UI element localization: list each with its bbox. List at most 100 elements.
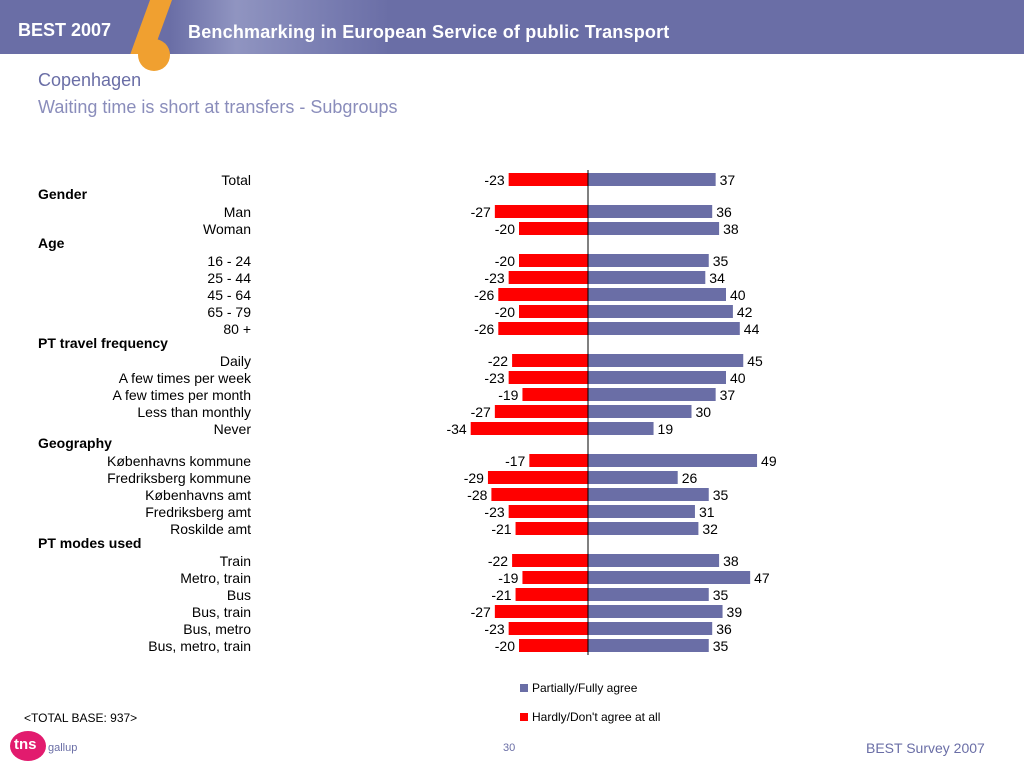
data-label-negative-16-24: -20 xyxy=(495,253,515,269)
data-label-negative-total: -23 xyxy=(484,172,504,188)
category-label-man: Man xyxy=(223,204,251,220)
category-label-a-few-times-per-week: A few times per week xyxy=(118,370,251,386)
category-label-bus-train: Bus, train xyxy=(191,604,251,620)
group-label-geography: Geography xyxy=(38,435,112,451)
page-number: 30 xyxy=(503,742,516,754)
data-label-negative-man: -27 xyxy=(471,204,491,220)
data-label-negative-fredriksberg-kommune: -29 xyxy=(464,470,484,486)
data-label-negative-fredriksberg-amt: -23 xyxy=(484,504,504,520)
legend-swatch-negative xyxy=(520,712,528,721)
category-label-45-64: 45 - 64 xyxy=(207,287,251,303)
data-label-positive-a-few-times-per-week: 40 xyxy=(730,370,746,386)
bar-positive-80 xyxy=(588,322,740,335)
bar-negative-never xyxy=(470,422,588,435)
bar-positive-25-44 xyxy=(588,271,706,284)
group-label-gender: Gender xyxy=(38,186,88,202)
bar-positive-less-than-monthly xyxy=(588,405,692,418)
bar-positive-daily xyxy=(588,354,744,367)
bar-negative-bus xyxy=(515,588,588,601)
header-banner: BEST 2007 Benchmarking in European Servi… xyxy=(0,0,1024,71)
bar-positive-bus-metro-train xyxy=(588,639,709,652)
category-label-16-24: 16 - 24 xyxy=(207,253,251,269)
group-label-pt-modes-used: PT modes used xyxy=(38,535,142,551)
bar-negative-65-79 xyxy=(519,305,588,318)
data-label-positive-a-few-times-per-month: 37 xyxy=(720,387,736,403)
category-label-bus-metro-train: Bus, metro, train xyxy=(148,638,251,654)
data-label-negative-k-benhavns-kommune: -17 xyxy=(505,453,525,469)
category-label-fredriksberg-amt: Fredriksberg amt xyxy=(145,504,251,520)
bar-negative-a-few-times-per-month xyxy=(522,388,588,401)
bar-negative-a-few-times-per-week xyxy=(508,371,588,384)
data-label-negative-a-few-times-per-month: -19 xyxy=(498,387,518,403)
bar-positive-man xyxy=(588,205,713,218)
data-label-positive-bus: 35 xyxy=(713,587,729,603)
bar-positive-metro-train xyxy=(588,571,751,584)
data-label-positive-25-44: 34 xyxy=(709,270,725,286)
data-label-negative-80: -26 xyxy=(474,321,494,337)
header-title: Benchmarking in European Service of publ… xyxy=(188,22,670,42)
bar-negative-roskilde-amt xyxy=(515,522,588,535)
bar-positive-a-few-times-per-week xyxy=(588,371,726,384)
data-label-negative-bus-metro: -23 xyxy=(484,621,504,637)
bar-positive-bus-metro xyxy=(588,622,713,635)
legend-item-negative: Hardly/Don't agree at all xyxy=(520,710,660,724)
data-label-positive-less-than-monthly: 30 xyxy=(696,404,712,420)
bar-positive-45-64 xyxy=(588,288,726,301)
category-label-bus-metro: Bus, metro xyxy=(183,621,251,637)
bar-positive-bus-train xyxy=(588,605,723,618)
footer-survey-label: BEST Survey 2007 xyxy=(866,740,985,756)
legend-label-positive: Partially/Fully agree xyxy=(532,681,638,695)
bar-negative-k-benhavns-kommune xyxy=(529,454,588,467)
category-label-65-79: 65 - 79 xyxy=(207,304,251,320)
legend-item-positive: Partially/Fully agree xyxy=(520,681,637,695)
header-photo xyxy=(170,0,390,54)
category-label-train: Train xyxy=(219,553,251,569)
bar-negative-k-benhavns-amt xyxy=(491,488,588,501)
data-label-positive-k-benhavns-kommune: 49 xyxy=(761,453,777,469)
bar-negative-fredriksberg-kommune xyxy=(487,471,588,484)
data-label-positive-daily: 45 xyxy=(747,353,763,369)
data-label-negative-45-64: -26 xyxy=(474,287,494,303)
bar-negative-fredriksberg-amt xyxy=(508,505,588,518)
data-label-negative-65-79: -20 xyxy=(495,304,515,320)
bar-negative-total xyxy=(508,173,588,186)
bar-negative-train xyxy=(512,554,588,567)
bar-negative-bus-metro-train xyxy=(519,639,588,652)
bar-negative-80 xyxy=(498,322,588,335)
bar-positive-k-benhavns-kommune xyxy=(588,454,758,467)
data-label-negative-a-few-times-per-week: -23 xyxy=(484,370,504,386)
bar-negative-metro-train xyxy=(522,571,588,584)
bar-negative-bus-metro xyxy=(508,622,588,635)
group-label-pt-travel-frequency: PT travel frequency xyxy=(38,335,168,351)
category-label-a-few-times-per-month: A few times per month xyxy=(112,387,251,403)
category-label-woman: Woman xyxy=(203,221,251,237)
bar-positive-never xyxy=(588,422,654,435)
logo-gallup-text: gallup xyxy=(48,742,78,754)
bar-positive-65-79 xyxy=(588,305,733,318)
category-label-25-44: 25 - 44 xyxy=(207,270,251,286)
group-label-age: Age xyxy=(38,235,65,251)
bar-positive-roskilde-amt xyxy=(588,522,699,535)
data-label-positive-65-79: 42 xyxy=(737,304,753,320)
bar-positive-woman xyxy=(588,222,720,235)
data-label-negative-never: -34 xyxy=(446,421,466,437)
bar-positive-fredriksberg-amt xyxy=(588,505,695,518)
bar-negative-woman xyxy=(519,222,588,235)
bar-positive-a-few-times-per-month xyxy=(588,388,716,401)
data-label-negative-bus-metro-train: -20 xyxy=(495,638,515,654)
data-label-positive-k-benhavns-amt: 35 xyxy=(713,487,729,503)
category-label-bus: Bus xyxy=(226,587,251,603)
bar-positive-train xyxy=(588,554,720,567)
category-label-k-benhavns-amt: Københavns amt xyxy=(145,487,251,503)
data-label-positive-bus-train: 39 xyxy=(727,604,743,620)
data-label-positive-bus-metro-train: 35 xyxy=(713,638,729,654)
category-label-fredriksberg-kommune: Fredriksberg kommune xyxy=(107,470,251,486)
bar-positive-total xyxy=(588,173,716,186)
category-label-never: Never xyxy=(213,421,251,437)
tns-gallup-logo: tns gallup xyxy=(10,731,80,761)
data-label-negative-bus-train: -27 xyxy=(471,604,491,620)
bar-positive-k-benhavns-amt xyxy=(588,488,709,501)
data-label-negative-bus: -21 xyxy=(491,587,511,603)
header-accent-dot xyxy=(138,39,170,71)
